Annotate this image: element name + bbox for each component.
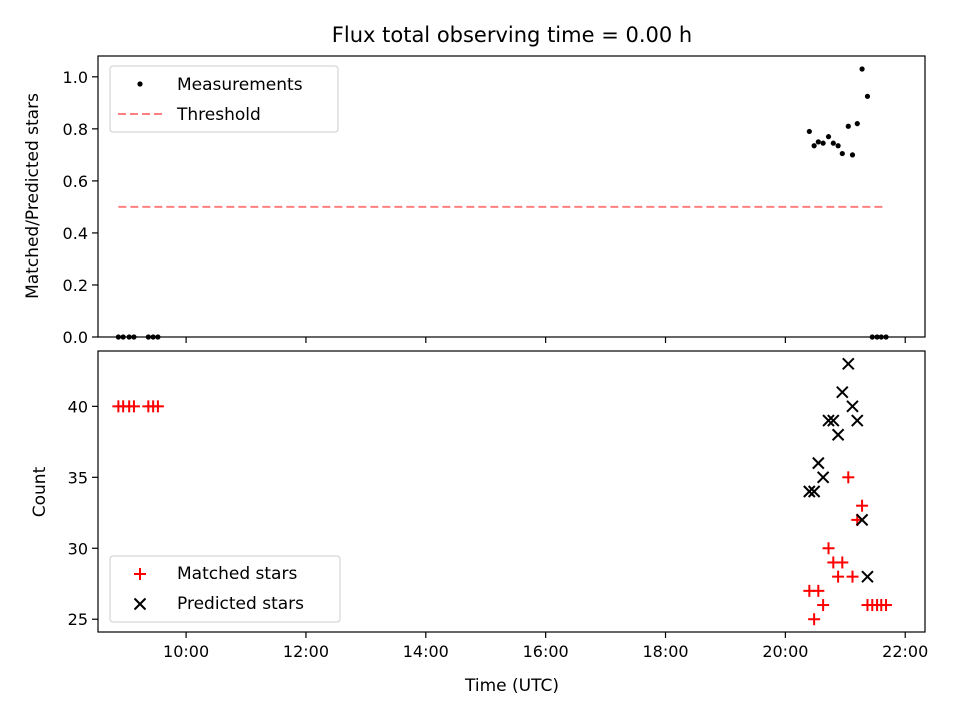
measurement-point (811, 143, 817, 149)
bottom-legend: Matched stars Predicted stars (109, 555, 341, 623)
legend-predicted-label: Predicted stars (177, 594, 304, 614)
top-panel: 0.0 0.2 0.4 0.6 0.8 1.0 Matched/Predicted sta… (23, 55, 926, 347)
measurement-point (878, 334, 884, 340)
y-tick-label: 0.6 (63, 172, 88, 191)
matched-star-point (832, 570, 845, 583)
measurement-point (859, 66, 865, 72)
matched-star-point (808, 613, 821, 626)
predicted-star-point (846, 400, 859, 413)
bottom-legend-box (109, 555, 341, 623)
measurement-point (155, 334, 161, 340)
matched-star-point (846, 570, 859, 583)
top-y-ticks: 0.0 0.2 0.4 0.6 0.8 1.0 (63, 68, 98, 347)
measurement-point (825, 134, 832, 140)
top-legend: Measurements Threshold (109, 65, 339, 133)
predicted-star-point (842, 357, 855, 370)
matched-star-point (817, 599, 830, 612)
measurement-point (869, 334, 875, 340)
predicted-star-point (861, 570, 874, 583)
matched-star-point (812, 584, 825, 597)
matched-star-point (836, 556, 849, 569)
measurement-point (830, 140, 836, 146)
legend-matched-marker (134, 568, 146, 580)
matched-star-point (127, 400, 140, 413)
top-y-axis-label: Matched/Predicted stars (23, 93, 43, 299)
bottom-panel: 25 30 35 40 10:00 12:00 14:00 16:00 18:00 20:00 2… (30, 350, 928, 696)
measurement-point (854, 121, 860, 127)
x-tick-label: 22:00 (882, 642, 928, 661)
matched-star-point (151, 400, 164, 413)
predicted-star-point (807, 485, 821, 498)
bottom-x-ticks: 10:00 12:00 14:00 16:00 18:00 20:00 22:00 (163, 632, 928, 661)
x-tick-label: 12:00 (283, 642, 329, 661)
measurement-point (874, 334, 880, 340)
y-tick-label: 40 (68, 397, 88, 416)
legend-measurements-label: Measurements (177, 75, 303, 95)
legend-measurements-marker (137, 81, 143, 87)
predicted-star-point (812, 456, 825, 470)
x-tick-label: 10:00 (163, 642, 209, 661)
y-tick-label: 0.4 (63, 224, 88, 243)
matched-star-point (856, 499, 869, 512)
measurement-point (115, 334, 121, 340)
predicted-star-point (816, 471, 830, 484)
x-tick-label: 18:00 (642, 642, 688, 661)
predicted-star-point (855, 513, 869, 527)
x-tick-label: 16:00 (523, 642, 569, 661)
measurement-point (820, 140, 826, 146)
predicted-star-point (836, 385, 849, 399)
y-tick-label: 25 (68, 610, 88, 629)
predicted-star-point (831, 428, 845, 441)
legend-predicted-marker (133, 597, 147, 611)
legend-threshold-label: Threshold (176, 105, 261, 125)
bottom-axes-frame (97, 350, 926, 633)
measurement-point (126, 334, 132, 340)
top-marks (115, 66, 889, 340)
measurement-point (839, 150, 845, 157)
measurement-point (883, 334, 889, 340)
measurement-point (864, 93, 871, 99)
y-tick-label: 0.0 (63, 328, 88, 347)
measurement-point (131, 334, 137, 340)
x-axis-label: Time (UTC) (464, 676, 559, 696)
y-tick-label: 0.8 (63, 120, 88, 139)
top-x-ticks (185, 337, 906, 343)
matched-star-point (842, 471, 855, 484)
predicted-star-point (803, 485, 816, 498)
measurement-point (845, 123, 851, 129)
measurement-point (806, 128, 812, 135)
measurement-point (120, 334, 126, 340)
bottom-y-ticks: 25 30 35 40 (68, 397, 98, 629)
measurement-point (849, 152, 856, 158)
legend-matched-label: Matched stars (177, 564, 297, 584)
top-axes-frame (97, 55, 926, 338)
predicted-star-point (822, 414, 835, 427)
top-legend-box (109, 65, 339, 133)
y-tick-label: 0.2 (63, 276, 88, 295)
y-tick-label: 1.0 (63, 68, 88, 87)
matched-star-point (880, 599, 893, 612)
bottom-y-axis-label: Count (30, 466, 50, 517)
measurement-point (835, 143, 841, 149)
matched-star-point (822, 542, 835, 555)
y-tick-label: 30 (68, 539, 88, 558)
x-tick-label: 14:00 (403, 642, 449, 661)
measurement-point (150, 334, 156, 340)
measurement-point (145, 334, 151, 340)
bottom-marks (112, 357, 893, 626)
y-tick-label: 35 (68, 468, 88, 487)
figure-title: Flux total observing time = 0.00 h (332, 23, 692, 47)
predicted-star-point (827, 414, 840, 427)
x-tick-label: 20:00 (762, 642, 808, 661)
predicted-star-point (851, 414, 864, 427)
measurement-point (815, 139, 821, 145)
